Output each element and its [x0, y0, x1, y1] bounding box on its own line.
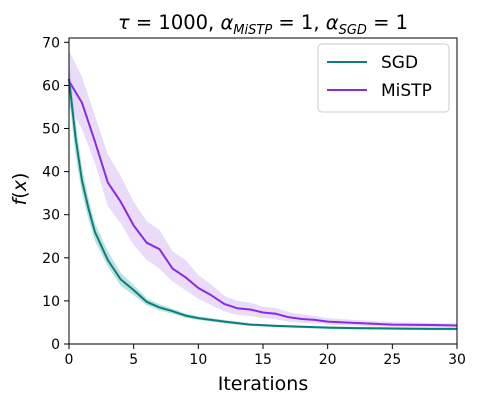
y-axis-ticks: 0 10 20 30 40 50 60 70	[42, 35, 69, 353]
y-tick-label: 40	[42, 165, 60, 181]
y-axis-label: f(x)	[9, 173, 31, 206]
line-sgd	[68, 78, 457, 330]
x-axis-label: Iterations	[218, 373, 309, 395]
legend-label-sgd: SGD	[381, 53, 418, 73]
y-tick-label: 60	[42, 78, 60, 94]
x-axis-ticks: 0 5 10 15 20 25 30	[65, 344, 466, 368]
legend: SGD MiSTP	[317, 43, 450, 113]
x-tick-label: 0	[65, 352, 74, 368]
x-tick-label: 20	[319, 352, 337, 368]
chart-title: τ = 1000, αMiSTP = 1, αSGD = 1	[118, 11, 408, 38]
y-tick-label: 0	[51, 337, 60, 353]
x-tick-label: 25	[383, 352, 401, 368]
y-tick-label: 50	[42, 122, 60, 138]
x-tick-label: 5	[129, 352, 138, 368]
legend-label-mistp: MiSTP	[381, 81, 432, 101]
x-tick-label: 10	[189, 352, 207, 368]
line-mistp	[68, 80, 458, 327]
x-tick-label: 15	[254, 352, 272, 368]
y-tick-label: 10	[42, 294, 60, 310]
y-tick-label: 20	[42, 251, 60, 267]
y-tick-label: 70	[42, 35, 60, 51]
y-tick-label: 30	[42, 208, 60, 224]
x-tick-label: 30	[448, 352, 466, 368]
series-lines	[68, 78, 458, 330]
